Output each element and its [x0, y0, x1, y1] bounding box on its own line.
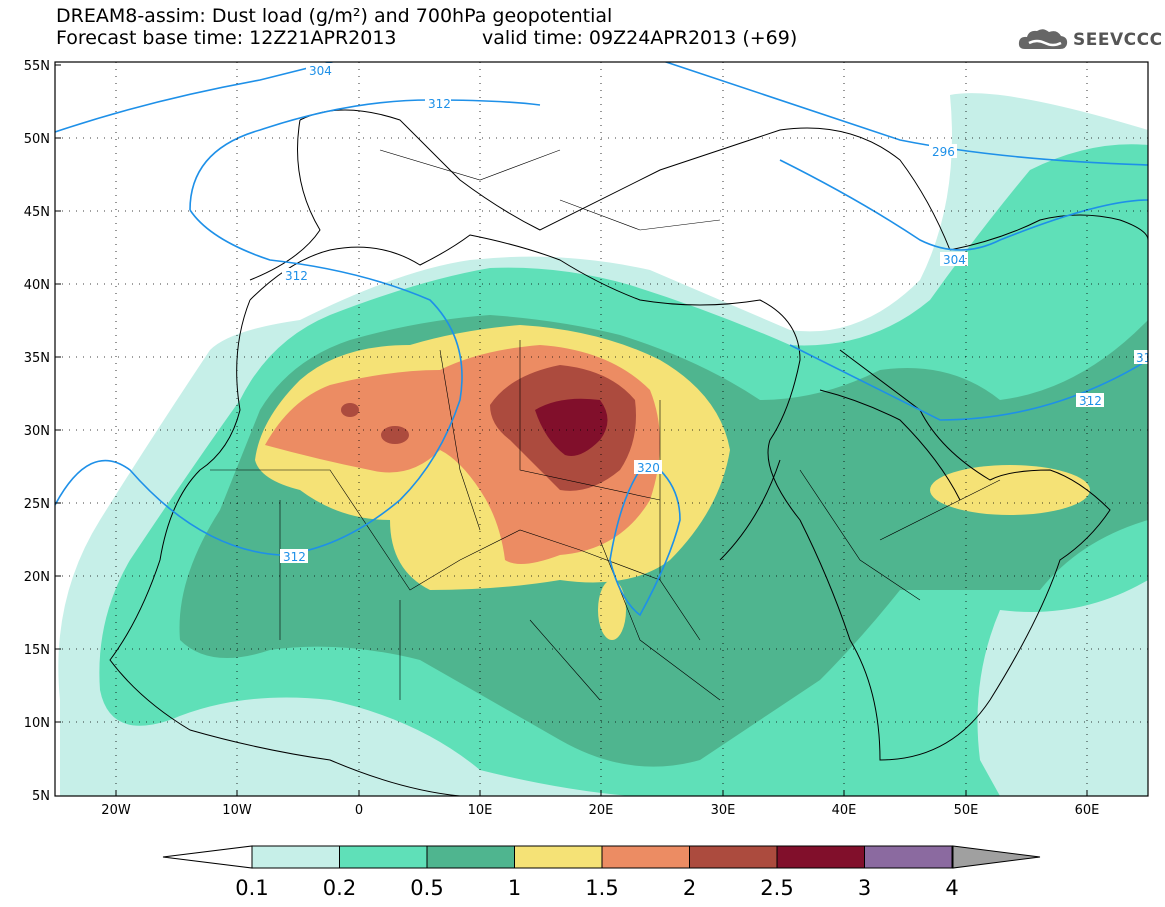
dust-patch-chad [598, 580, 626, 640]
logo-text: SEEVCCC [1073, 30, 1163, 50]
lon-label: 10W [222, 803, 252, 818]
contour-label-312-b: 312 [285, 269, 308, 283]
contour-label-312-c: 312 [283, 550, 306, 564]
dust-load-colorbar: 0.1 0.2 0.5 1 1.5 2 2.5 3 4 [162, 845, 1041, 900]
lon-label: 10E [468, 803, 493, 818]
lat-label: 55N [24, 59, 50, 74]
contour-label-312-a: 312 [428, 97, 451, 111]
lat-label: 5N [32, 789, 50, 804]
lat-label: 30N [24, 424, 50, 439]
colorbar-swatch [426, 845, 515, 869]
colorbar-high-arrow [952, 845, 1041, 869]
colorbar-swatch [601, 845, 690, 869]
geopotential-contours [55, 62, 1148, 617]
dust-patch-west [381, 426, 409, 444]
lat-label: 20N [24, 570, 50, 585]
colorbar-label: 2.5 [760, 876, 793, 900]
lat-label: 25N [24, 497, 50, 512]
contour-label-304-b: 304 [943, 253, 966, 267]
colorbar-swatch [864, 845, 953, 869]
dust-load-map: 304 312 296 304 312 312 312 320 312 [24, 59, 1159, 818]
colorbar-label: 2 [683, 876, 696, 900]
contour-label-312-e: 312 [1136, 351, 1159, 365]
lon-label: 40E [832, 803, 857, 818]
lon-label: 60E [1075, 803, 1100, 818]
dust-band-2-5 [535, 398, 608, 456]
lat-label: 45N [24, 205, 50, 220]
colorbar-label: 0.2 [323, 876, 356, 900]
lon-label: 20W [101, 803, 131, 818]
colorbar-label: 0.1 [235, 876, 268, 900]
base-time-text: Forecast base time: 12Z21APR2013 [56, 27, 397, 49]
colorbar-low-arrow [162, 845, 253, 869]
lat-label: 10N [24, 716, 50, 731]
lat-label: 15N [24, 643, 50, 658]
lon-label: 50E [954, 803, 979, 818]
contour-label-304-a: 304 [309, 64, 332, 78]
colorbar-label: 1 [508, 876, 521, 900]
forecast-base-time: Forecast base time: 12Z21APR2013 valid ti… [56, 27, 797, 49]
colorbar-swatches [251, 845, 953, 869]
colorbar-label: 4 [945, 876, 958, 900]
contour-label-296: 296 [932, 145, 955, 159]
map-title: DREAM8-assim: Dust load (g/m²) and 700hP… [56, 5, 613, 27]
seevccc-logo: SEEVCCC [1017, 26, 1163, 54]
dust-patch-west2 [341, 403, 359, 417]
lon-label: 20E [589, 803, 614, 818]
colorbar-swatch [776, 845, 865, 869]
lat-label: 35N [24, 351, 50, 366]
longitude-labels: 20W 10W 0 10E 20E 30E 40E 50E 60E [101, 803, 1099, 818]
colorbar-swatch [251, 845, 340, 869]
contour-label-320: 320 [637, 461, 660, 475]
country-borders [210, 149, 1001, 701]
dust-patch-arabia [930, 465, 1090, 515]
lon-label: 0 [355, 803, 363, 818]
valid-time-text: valid time: 09Z24APR2013 (+69) [482, 27, 798, 49]
lon-label: 30E [711, 803, 736, 818]
colorbar-swatch [339, 845, 428, 869]
colorbar-label: 0.5 [410, 876, 443, 900]
lat-label: 40N [24, 278, 50, 293]
colorbar-label: 1.5 [585, 876, 618, 900]
axis-ticks [55, 64, 1088, 796]
colorbar-swatch [689, 845, 778, 869]
colorbar-swatch [514, 845, 603, 869]
latitude-labels: 55N 50N 45N 40N 35N 30N 25N 20N 15N 10N … [24, 59, 50, 804]
contour-label-312-d: 312 [1079, 394, 1102, 408]
contour-labels: 304 312 296 304 312 312 312 320 312 [280, 63, 1159, 564]
lat-lon-grid [55, 62, 1148, 796]
lat-label: 50N [24, 132, 50, 147]
cloud-icon [1018, 29, 1068, 49]
colorbar-labels: 0.1 0.2 0.5 1 1.5 2 2.5 3 4 [235, 876, 958, 900]
colorbar-label: 3 [858, 876, 871, 900]
